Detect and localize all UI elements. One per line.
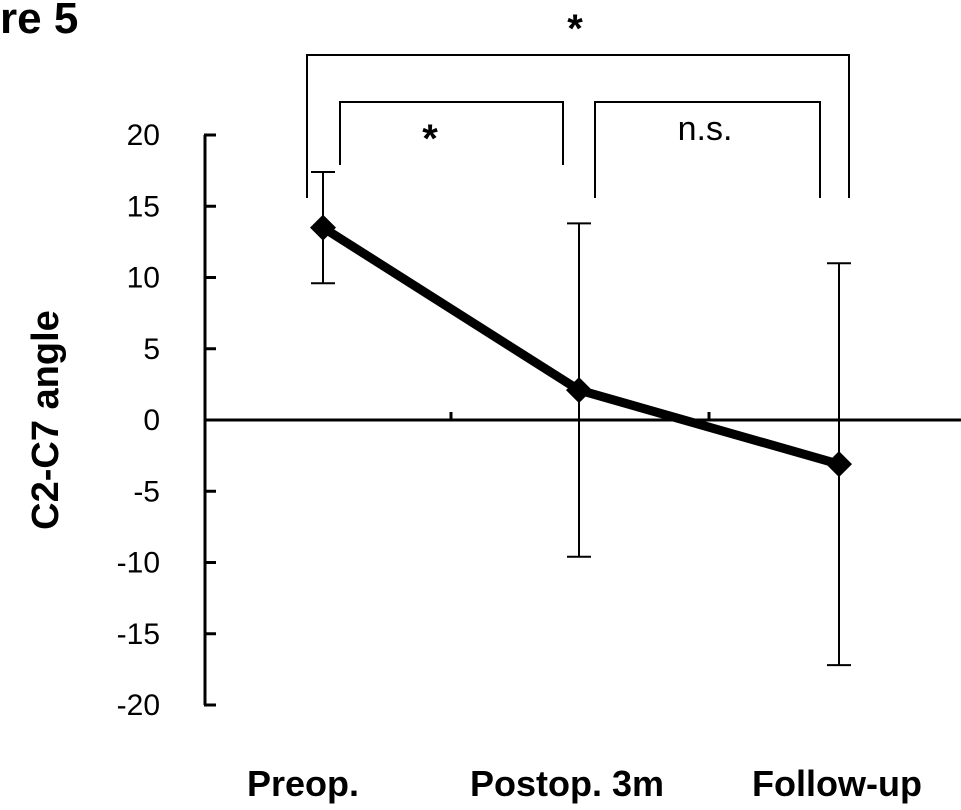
significance-label: n.s. <box>678 110 733 148</box>
significance-bracket <box>339 101 564 165</box>
data-point-marker <box>826 451 852 478</box>
figure-label: re 5 <box>0 0 79 43</box>
y-axis-label: C2-C7 angle <box>25 310 67 530</box>
significance-label: * <box>567 7 583 51</box>
x-tick-label: Postop. 3m <box>470 763 664 804</box>
x-tick-labels: Preop. Postop. 3m Follow-up <box>247 763 922 804</box>
significance-label: * <box>422 117 438 161</box>
series-line <box>320 223 841 469</box>
y-tick-label: 20 <box>127 119 160 152</box>
x-tick-label: Preop. <box>247 763 359 804</box>
y-tick-label: 5 <box>143 333 160 366</box>
y-tick-label: 10 <box>127 262 160 295</box>
data-point-marker <box>566 377 592 404</box>
significance-bracket <box>594 101 821 198</box>
significance-bracket <box>306 54 850 198</box>
y-tick-label: 0 <box>143 404 160 437</box>
x-tick-label: Follow-up <box>752 763 922 804</box>
y-tick-label: -15 <box>117 618 160 651</box>
significance-brackets: * n.s. * <box>306 7 850 198</box>
y-tick-label: -20 <box>117 689 160 722</box>
y-tick-label: 15 <box>127 190 160 223</box>
series <box>310 214 852 478</box>
y-tick-label: -5 <box>133 475 160 508</box>
y-tick-label: -10 <box>117 547 160 580</box>
data-point-marker <box>310 214 336 241</box>
y-ticks: 20 15 10 5 0 -5 -10 -15 -20 <box>117 119 216 722</box>
